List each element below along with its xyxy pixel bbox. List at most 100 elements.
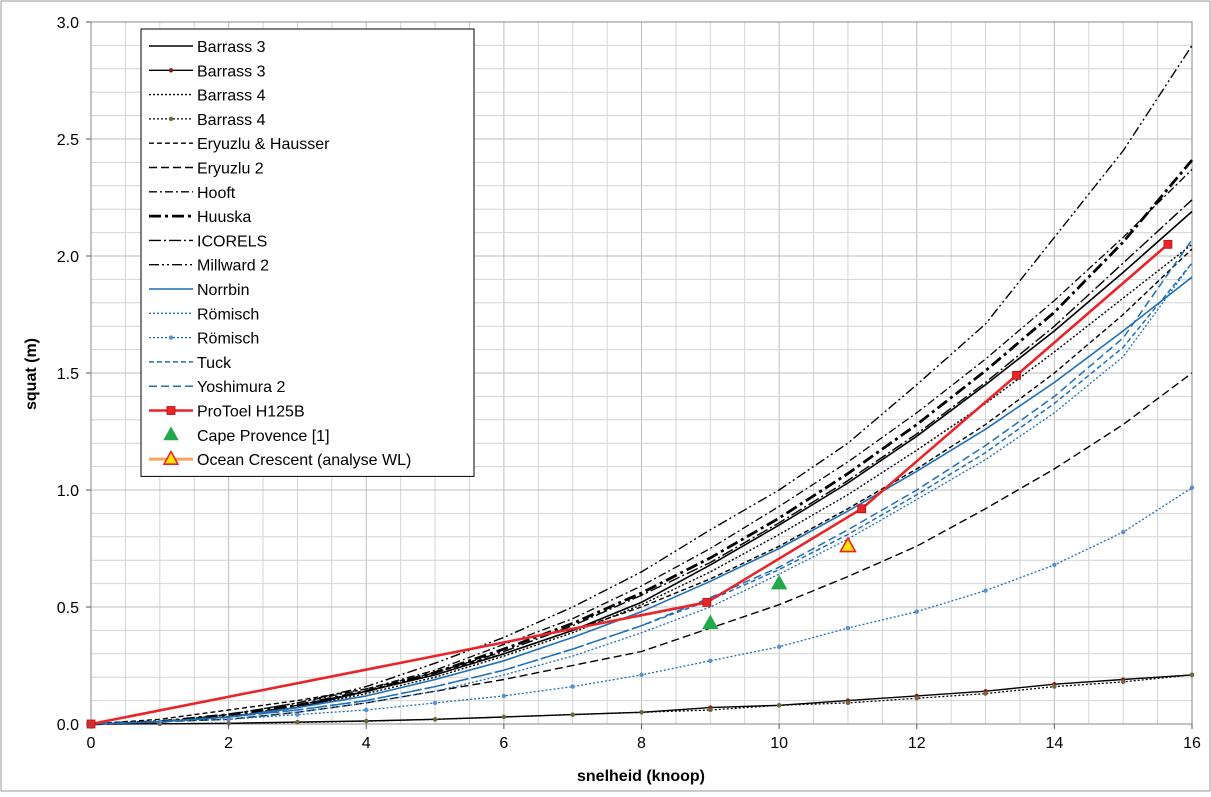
data-point: [295, 712, 300, 717]
data-point: [983, 691, 988, 696]
legend-entry: Eryuzlu & Hausser: [149, 136, 330, 153]
legend-label: Norrbin: [197, 282, 249, 299]
y-tick-label: 2.0: [57, 249, 79, 266]
legend-entry: Millward 2: [149, 258, 269, 275]
y-tick-label: 3.0: [57, 15, 79, 32]
data-point: [702, 614, 719, 630]
series-huuska-7: [90, 159, 1194, 726]
x-tick-label: 12: [908, 735, 926, 752]
legend-swatch-marker: [166, 406, 176, 415]
legend-swatch-marker: [162, 449, 180, 465]
legend-entry: Barrass 4: [149, 88, 266, 105]
x-tick-label: 6: [499, 735, 508, 752]
legend-label: Eryuzlu & Hausser: [197, 136, 330, 153]
data-point: [845, 700, 851, 706]
series-eryuzlu-hausser-4: [90, 248, 1193, 725]
legend-entry: Tuck: [149, 355, 232, 372]
series-layer: [86, 45, 1195, 729]
data-point: [1189, 485, 1195, 490]
legend-entry: Cape Provence [1]: [163, 426, 330, 445]
data-point: [702, 597, 712, 607]
data-point: [639, 672, 644, 678]
legend-entry: Römisch: [149, 306, 259, 323]
data-point: [570, 684, 575, 689]
data-point: [295, 720, 300, 725]
legend: Barrass 3 Barrass 3 Barrass 4 Barrass 4 Eryu…: [140, 28, 475, 477]
legend-label: Barrass 3: [197, 39, 266, 56]
axis-layer: 0 2 4 6 8 10 12 14 16 0.0 0.5 1.0 1.5 2.0 2.5 3.0: [57, 15, 1201, 752]
series-line: [90, 45, 1193, 725]
x-tick-label: 16: [1183, 735, 1201, 752]
legend-entry: Römisch: [149, 331, 259, 348]
legend-entry: Hooft: [149, 185, 236, 202]
x-axis-label: snelheid (knoop): [577, 768, 705, 785]
y-tick-label: 0.0: [57, 717, 79, 734]
series-norrbin-10: [90, 276, 1193, 725]
data-point: [639, 710, 644, 715]
data-point: [501, 714, 507, 720]
data-point: [1189, 672, 1195, 678]
data-point: [839, 536, 857, 553]
data-point: [501, 693, 507, 699]
legend-entry: Barrass 4: [149, 112, 266, 129]
legend-label: Huuska: [197, 209, 251, 226]
x-tick-label: 2: [224, 735, 233, 752]
data-point: [226, 717, 231, 722]
legend-label: Barrass 3: [197, 63, 266, 80]
legend-swatch-marker: [163, 426, 179, 441]
x-tick-label: 0: [87, 735, 96, 752]
legend-entry: ICORELS: [149, 233, 267, 250]
data-point: [432, 717, 438, 722]
data-point: [914, 609, 919, 614]
legend-label: Ocean Crescent (analyse WL): [197, 452, 411, 469]
data-point: [1163, 239, 1173, 249]
legend-label: Hooft: [197, 185, 236, 202]
y-tick-label: 1.0: [57, 483, 79, 500]
data-point: [1052, 684, 1057, 689]
series-tuck-13: [90, 262, 1193, 725]
x-tick-label: 8: [637, 735, 646, 752]
data-point: [845, 625, 851, 631]
legend-label: Römisch: [197, 331, 259, 348]
data-point: [570, 712, 575, 717]
y-tick-label: 1.5: [57, 366, 79, 383]
scatter-cape-provence-1-0: [702, 574, 788, 630]
data-point: [857, 504, 867, 514]
legend-swatch-marker: [168, 335, 174, 340]
data-point: [914, 696, 919, 701]
scatter-ocean-crescent-analyse-wl-1: [839, 536, 857, 553]
legend-entry: Ocean Crescent (analyse WL): [149, 449, 411, 469]
x-tick-label: 10: [770, 735, 788, 752]
series-line: [90, 372, 1193, 725]
legend-label: Yoshimura 2: [197, 379, 285, 396]
data-point: [364, 718, 369, 724]
legend-entry: ProToel H125B: [149, 404, 305, 421]
legend-swatch-marker: [168, 68, 174, 73]
legend-label: ProToel H125B: [197, 404, 305, 421]
data-point: [983, 588, 988, 593]
legend-entry: Huuska: [149, 209, 251, 226]
x-tick-label: 14: [1045, 735, 1063, 752]
y-axis-label: squat (m): [23, 338, 40, 410]
series-line: [90, 276, 1193, 725]
data-point: [1120, 529, 1126, 535]
data-point: [1052, 562, 1057, 568]
series-millward-2-9: [90, 45, 1193, 725]
series-line: [90, 199, 1193, 725]
data-point: [770, 574, 788, 590]
series-line: [90, 262, 1193, 725]
legend-label: Tuck: [197, 355, 232, 372]
series-icorels-8: [90, 199, 1193, 725]
data-point: [708, 658, 713, 664]
data-point: [364, 707, 369, 713]
legend-label: Römisch: [197, 306, 259, 323]
series-eryuzlu-2-5: [90, 372, 1193, 725]
legend-label: Cape Provence [1]: [197, 428, 330, 445]
data-point: [708, 707, 713, 713]
legend-label: ICORELS: [197, 233, 267, 250]
y-tick-label: 0.5: [57, 600, 79, 617]
legend-entry: Barrass 3: [149, 39, 266, 56]
series-line: [90, 239, 1193, 725]
series-r-misch-12: [88, 485, 1195, 727]
